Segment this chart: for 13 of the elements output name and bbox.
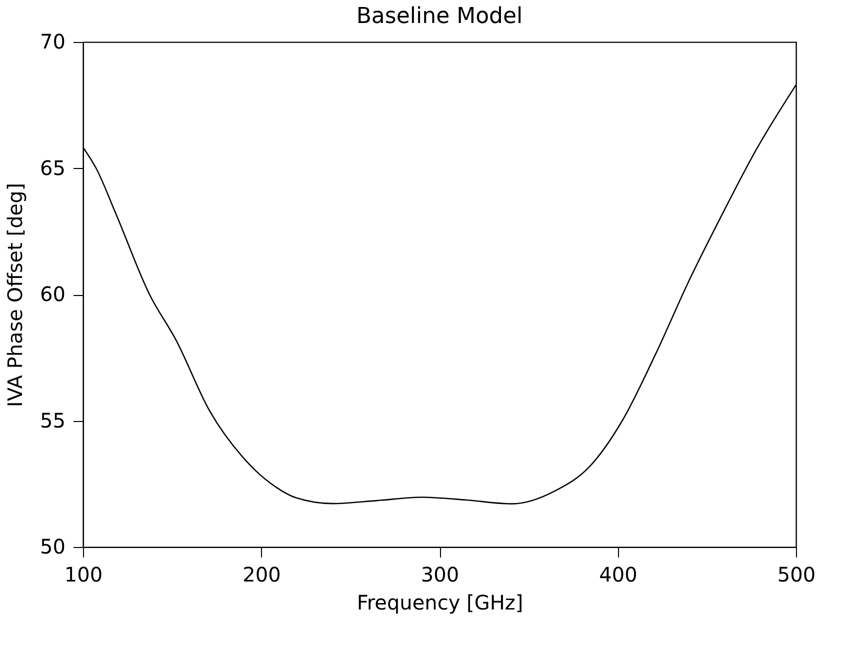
y-tick-label: 65: [40, 156, 66, 180]
x-tick-label: 400: [599, 562, 638, 586]
x-tick-label: 500: [777, 562, 816, 586]
y-tick-label: 60: [40, 282, 66, 306]
y-tick-label: 70: [40, 30, 66, 54]
y-axis-title: IVA Phase Offset [deg]: [3, 182, 28, 408]
x-tick-label: 100: [64, 562, 103, 586]
chart-title: Baseline Model: [356, 4, 523, 29]
x-axis-title: Frequency [GHz]: [356, 590, 524, 614]
y-tick-label: 50: [40, 534, 66, 558]
y-tick-label: 55: [40, 408, 66, 432]
x-tick-label: 300: [420, 562, 460, 586]
x-tick-label: 200: [242, 562, 281, 586]
